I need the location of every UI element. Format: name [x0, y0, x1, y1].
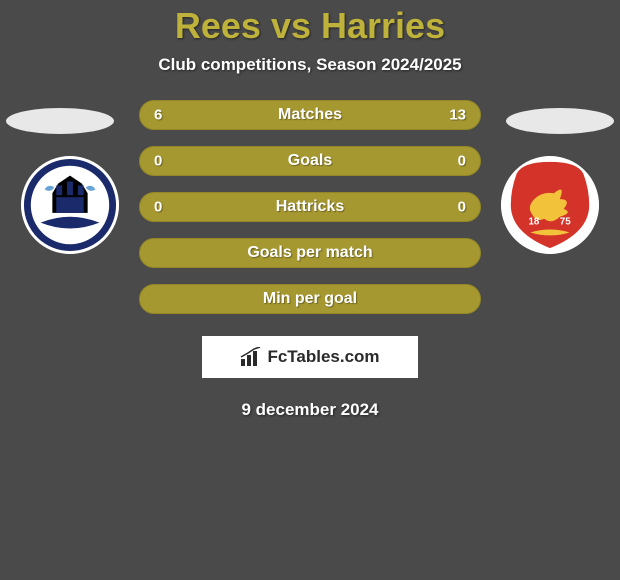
stat-label: Hattricks: [276, 198, 344, 216]
stat-row-matches: 6 Matches 13: [139, 100, 481, 130]
stat-left-value: 0: [154, 199, 162, 216]
player-base-left: [6, 108, 114, 134]
brand-box: FcTables.com: [202, 336, 418, 378]
comparison-card: Rees vs Harries Club competitions, Seaso…: [0, 0, 620, 420]
stat-right-value: 0: [458, 199, 466, 216]
stat-right-value: 0: [458, 153, 466, 170]
page-title: Rees vs Harries: [0, 5, 620, 47]
svg-text:75: 75: [560, 217, 571, 228]
stat-label: Goals: [288, 152, 332, 170]
haverfordwest-crest-icon: [21, 156, 119, 254]
stat-left-value: 0: [154, 153, 162, 170]
date-line: 9 december 2024: [0, 400, 620, 420]
player-base-right: [506, 108, 614, 134]
stat-row-goals: 0 Goals 0: [139, 146, 481, 176]
bar-chart-icon: [240, 347, 262, 367]
stat-label: Goals per match: [247, 244, 372, 262]
brand-text: FcTables.com: [267, 347, 379, 367]
newtown-crest-icon: 18 75: [501, 156, 599, 254]
stat-row-mpg: Min per goal: [139, 284, 481, 314]
stat-row-gpm: Goals per match: [139, 238, 481, 268]
club-crest-left: [21, 156, 119, 254]
stat-label: Matches: [278, 106, 342, 124]
stat-label: Min per goal: [263, 290, 357, 308]
stat-left-value: 6: [154, 107, 162, 124]
club-crest-right: 18 75: [501, 156, 599, 254]
stat-right-value: 13: [449, 107, 466, 124]
stat-row-hattricks: 0 Hattricks 0: [139, 192, 481, 222]
subtitle: Club competitions, Season 2024/2025: [0, 55, 620, 75]
main-area: 18 75 6 Matches 13 0 Goals 0 0 Hattricks…: [0, 100, 620, 420]
svg-text:18: 18: [528, 217, 539, 228]
stat-rows: 6 Matches 13 0 Goals 0 0 Hattricks 0 Goa…: [139, 100, 481, 314]
